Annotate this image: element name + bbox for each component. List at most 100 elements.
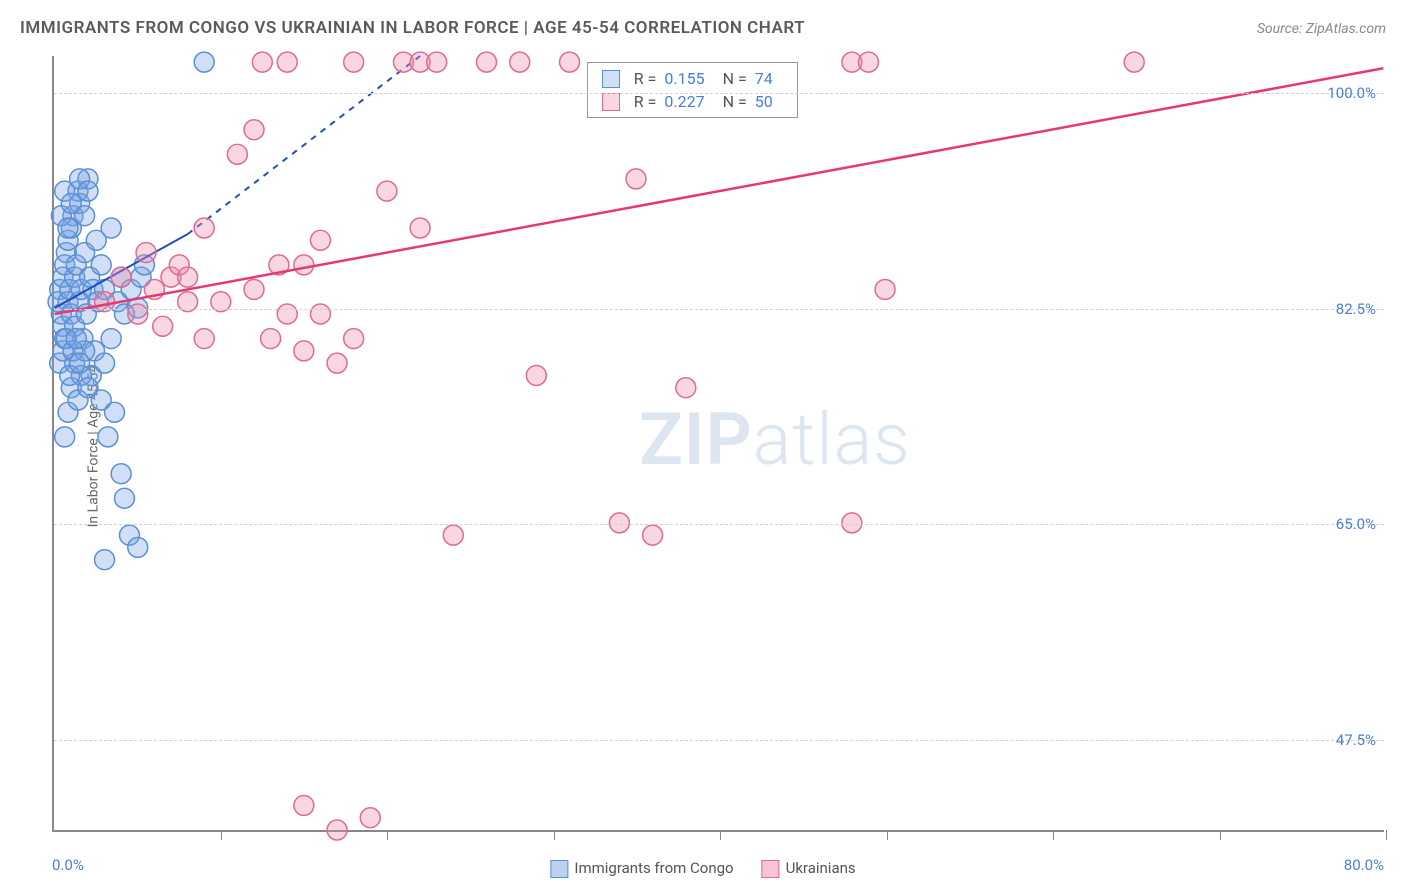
data-point: [105, 402, 125, 422]
data-point: [78, 181, 98, 201]
gridline-h: [54, 740, 1384, 741]
legend-item: Immigrants from Congo: [550, 859, 733, 878]
y-tick-label: 82.5%: [1336, 300, 1376, 318]
data-point: [858, 52, 878, 72]
data-point: [101, 218, 121, 238]
data-point: [277, 304, 297, 324]
data-point: [111, 267, 131, 287]
legend-r-label: R =: [634, 92, 657, 111]
legend-r-value: 0.227: [664, 92, 704, 111]
gridline-h: [54, 524, 1384, 525]
data-point: [66, 329, 86, 349]
legend-swatch: [602, 93, 620, 111]
x-tick: [221, 830, 222, 840]
gridline-h: [54, 93, 1384, 94]
x-axis-max-label: 80.0%: [1344, 856, 1384, 874]
legend-label: Immigrants from Congo: [574, 859, 733, 877]
data-point: [643, 525, 663, 545]
data-point: [294, 255, 314, 275]
data-point: [294, 795, 314, 815]
data-point: [294, 341, 314, 361]
data-point: [227, 144, 247, 164]
data-point: [194, 52, 214, 72]
data-point: [676, 378, 696, 398]
data-point: [244, 279, 264, 299]
data-point: [128, 304, 148, 324]
x-axis-min-label: 0.0%: [52, 856, 84, 874]
data-point: [252, 52, 272, 72]
legend-n-label: N =: [723, 92, 747, 111]
data-point: [194, 218, 214, 238]
legend-swatch: [550, 860, 568, 878]
data-point: [101, 329, 121, 349]
data-point: [310, 230, 330, 250]
y-tick-label: 65.0%: [1336, 515, 1376, 533]
data-point: [327, 353, 347, 373]
data-point: [178, 267, 198, 287]
data-point: [58, 218, 78, 238]
data-point: [136, 243, 156, 263]
data-point: [91, 255, 111, 275]
correlation-legend-row: R = 0.155 N = 74: [588, 67, 797, 90]
gridline-h: [54, 309, 1384, 310]
legend-swatch: [602, 70, 620, 88]
trend-line-extrapolated: [188, 56, 420, 234]
data-point: [114, 488, 134, 508]
y-tick-label: 100.0%: [1327, 84, 1376, 102]
data-point: [1124, 52, 1144, 72]
legend-swatch: [762, 860, 780, 878]
data-point: [244, 120, 264, 140]
x-tick: [387, 830, 388, 840]
data-point: [842, 513, 862, 533]
data-point: [327, 820, 347, 840]
data-point: [98, 427, 118, 447]
legend-n-label: N =: [723, 69, 747, 88]
data-point: [344, 52, 364, 72]
data-point: [261, 329, 281, 349]
data-point: [427, 52, 447, 72]
data-point: [510, 52, 530, 72]
x-tick: [887, 830, 888, 840]
x-tick: [554, 830, 555, 840]
data-point: [194, 329, 214, 349]
data-point: [377, 181, 397, 201]
data-point: [560, 52, 580, 72]
data-point: [111, 464, 131, 484]
data-point: [78, 378, 98, 398]
data-point: [410, 218, 430, 238]
legend-n-value: 50: [755, 92, 773, 111]
series-legend: Immigrants from Congo Ukrainians: [550, 859, 855, 878]
data-point: [128, 537, 148, 557]
data-point: [875, 279, 895, 299]
data-point: [70, 353, 90, 373]
legend-n-value: 74: [755, 69, 773, 88]
x-tick: [1220, 830, 1221, 840]
data-point: [277, 52, 297, 72]
legend-label: Ukrainians: [786, 859, 856, 877]
legend-item: Ukrainians: [762, 859, 856, 878]
chart-svg: [54, 56, 1384, 830]
plot-area: ZIPatlas R =0.155N =74R =0.227N =50 47.5…: [52, 56, 1384, 832]
correlation-legend: R = 0.155 N = 74 R = 0.227 N = 50: [587, 62, 798, 118]
x-tick: [1053, 830, 1054, 840]
legend-r-label: R =: [634, 69, 657, 88]
data-point: [75, 206, 95, 226]
x-tick: [720, 830, 721, 840]
data-point: [526, 365, 546, 385]
data-point: [443, 525, 463, 545]
x-tick: [1386, 830, 1387, 840]
chart-title: IMMIGRANTS FROM CONGO VS UKRAINIAN IN LA…: [20, 18, 805, 38]
data-point: [477, 52, 497, 72]
source-label: Source: ZipAtlas.com: [1257, 21, 1386, 37]
legend-r-value: 0.155: [664, 69, 704, 88]
data-point: [609, 513, 629, 533]
y-tick-label: 47.5%: [1336, 731, 1376, 749]
data-point: [344, 329, 364, 349]
data-point: [360, 808, 380, 828]
data-point: [626, 169, 646, 189]
data-point: [310, 304, 330, 324]
data-point: [95, 353, 115, 373]
data-point: [153, 316, 173, 336]
data-point: [95, 550, 115, 570]
data-point: [55, 427, 75, 447]
